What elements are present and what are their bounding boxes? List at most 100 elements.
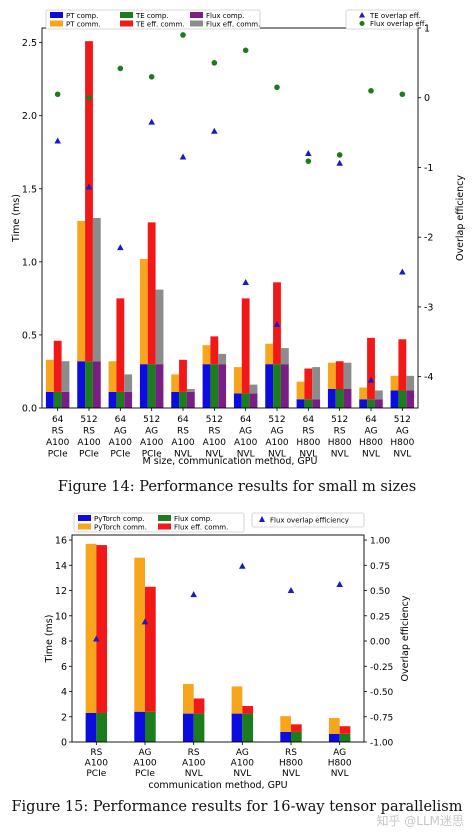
te-comm-bar — [241, 298, 250, 394]
x-tick-label: NVL — [282, 769, 300, 779]
pt-comm-bar — [296, 381, 305, 400]
x-tick-label: RS — [334, 427, 346, 437]
x-tick-label: A100 — [85, 759, 109, 769]
te-overlap-marker — [211, 127, 218, 134]
x-tick-label: A100 — [140, 438, 164, 448]
flux-comm-bar — [124, 374, 133, 392]
x-tick-label: NVL — [233, 769, 251, 779]
legend-triangle-marker — [259, 516, 265, 522]
pt-comp-bar — [390, 390, 399, 408]
flux-overlap-marker — [287, 587, 295, 594]
pt-comm-bar — [327, 362, 336, 389]
x-tick-label: AG — [396, 427, 409, 437]
y2-tick-label: 1 — [424, 24, 430, 35]
flux-comm-bar — [61, 361, 70, 392]
pytorch-comm-bar — [231, 686, 243, 714]
flux-overlap-marker — [211, 60, 218, 66]
te-comp-bar — [273, 364, 281, 408]
te-comp-bar — [53, 391, 62, 408]
y2-tick-label: -0.50 — [370, 688, 394, 698]
x-tick-label: AG — [139, 748, 152, 758]
x-tick-label: 512 — [143, 415, 160, 425]
y2-tick-label: 0.00 — [370, 638, 390, 648]
flux-comp-bar — [280, 364, 289, 408]
x-tick-label: PCIe — [142, 450, 162, 460]
x-tick-label: 512 — [331, 415, 348, 425]
flux-comm-bar — [280, 348, 289, 365]
figure-14-chart: 64RSA100PCIe512RSA100PCIe64AGA100PCIe512… — [11, 9, 466, 467]
legend-label: TE comp. — [135, 12, 169, 20]
y-axis-label: Time (ms) — [44, 615, 55, 664]
te-comp-bar — [335, 389, 344, 408]
te-overlap-marker — [367, 376, 375, 383]
x-tick-label: H800 — [328, 759, 352, 769]
x-axis-label: communication method, GPU — [148, 780, 287, 791]
legend-swatch — [78, 523, 91, 530]
x-tick-label: NVL — [185, 769, 203, 779]
legend-swatch — [158, 523, 171, 530]
y-tick-label: 10 — [55, 611, 67, 622]
te-comm-bar — [335, 361, 344, 389]
x-tick-label: RS — [52, 427, 64, 437]
x-tick-label: H800 — [390, 438, 414, 448]
legend-swatch — [50, 20, 63, 27]
x-tick-label: AG — [365, 427, 378, 437]
legend-circle-marker — [359, 21, 365, 26]
x-tick-label: H800 — [328, 438, 352, 448]
flux-comm-bar — [186, 389, 195, 392]
te-comm-bar — [398, 339, 407, 391]
pt-comm-bar — [390, 375, 399, 391]
flux-comm-bar — [145, 586, 156, 712]
te-comm-bar — [367, 337, 375, 400]
x-tick-label: A100 — [182, 759, 206, 769]
x-tick-label: 64 — [52, 415, 64, 425]
x-tick-label: AG — [271, 427, 284, 437]
plot-frame — [71, 534, 365, 743]
pt-comm-bar — [108, 361, 117, 392]
te-comp-bar — [147, 364, 156, 408]
flux-comm-bar — [155, 289, 164, 365]
legend-label: TE overlap eff. — [369, 12, 421, 20]
flux-overlap-marker — [239, 562, 246, 569]
y-tick-label: 1.5 — [22, 184, 37, 195]
y-tick-label: 8 — [61, 637, 67, 648]
x-tick-label: NVL — [331, 450, 349, 460]
te-comm-bar — [53, 340, 62, 392]
te-comp-bar — [367, 399, 375, 408]
x-tick-label: A100 — [46, 438, 70, 448]
figure-15-chart: RSA100PCIeAGA100PCIeRSA100NVLAGA100NVLRS… — [44, 512, 411, 791]
flux-overlap-marker — [190, 591, 197, 598]
y-tick-label: 2 — [61, 712, 67, 723]
legend-swatch — [120, 20, 133, 27]
pt-comp-bar — [327, 389, 336, 408]
x-tick-label: 64 — [240, 415, 252, 425]
x-tick-label: NVL — [237, 450, 255, 460]
flux-comm-bar — [92, 218, 101, 362]
legend-box — [45, 9, 261, 30]
pt-comp-bar — [171, 391, 180, 408]
watermark-text: 知乎 @LLM迷思 — [376, 814, 464, 828]
flux-comm-bar — [339, 726, 351, 734]
pt-comp-bar — [233, 393, 242, 408]
flux-comp-bar — [145, 711, 156, 742]
legend-label: Flux overlap eff. — [370, 20, 427, 28]
te-overlap-marker — [242, 278, 249, 285]
legend-label: PyTorch comm. — [94, 524, 147, 532]
pt-comm-bar — [139, 258, 148, 365]
pytorch-comm-bar — [182, 683, 194, 714]
flux-comp-bar — [291, 731, 302, 742]
y2-tick-label: -0.75 — [370, 713, 393, 723]
y2-tick-label: -3 — [424, 302, 433, 313]
x-tick-label: 64 — [115, 415, 127, 425]
x-tick-label: 512 — [80, 415, 97, 425]
pt-comm-bar — [265, 343, 274, 365]
te-comp-bar — [304, 399, 313, 408]
te-comp-bar — [210, 364, 219, 408]
y-tick-label: 6 — [61, 662, 67, 673]
y-axis-label: Time (ms) — [11, 194, 22, 243]
x-tick-label: A100 — [234, 438, 258, 448]
legend-label: PT comm. — [66, 21, 101, 29]
flux-overlap-marker — [336, 580, 343, 587]
flux-overlap-marker — [93, 635, 100, 642]
te-overlap-marker — [54, 137, 61, 144]
